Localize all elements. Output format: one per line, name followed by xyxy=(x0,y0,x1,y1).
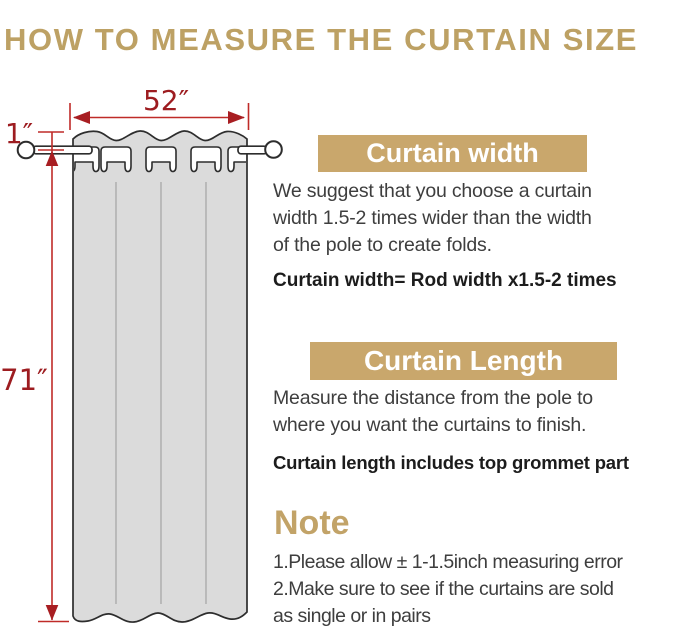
curtain-width-description: We suggest that you choose a curtain wid… xyxy=(273,178,592,259)
note-line: 2.Make sure to see if the curtains are s… xyxy=(273,578,614,600)
arrow-down xyxy=(45,605,59,621)
arrow-left xyxy=(73,111,90,124)
note-list: 1.Please allow ± 1-1.5inch measuring err… xyxy=(273,549,623,630)
curtain-width-heading-label: Curtain width xyxy=(366,138,539,168)
text-line: Measure the distance from the pole to xyxy=(273,387,593,409)
curtain-length-heading-label: Curtain Length xyxy=(363,345,564,376)
width-dim-label: 52″ xyxy=(143,84,189,117)
curtain-rod xyxy=(16,140,283,160)
length-dim-label: 71″ xyxy=(0,363,48,397)
curtain-length-description: Measure the distance from the pole to wh… xyxy=(273,385,593,439)
rod-finial-left xyxy=(16,140,36,160)
curtain-measure-diagram: 52″ 1″ 71″ xyxy=(0,84,283,623)
text-line: We suggest that you choose a curtain xyxy=(273,180,592,202)
text-line: of the pole to create folds. xyxy=(273,234,492,256)
page-title: HOW TO MEASURE THE CURTAIN SIZE xyxy=(4,21,639,57)
note-heading: Note xyxy=(274,504,350,542)
curtain-length-formula: Curtain length includes top grommet part xyxy=(273,452,629,473)
rod-finial-right xyxy=(264,140,283,159)
gap-dim-label: 1″ xyxy=(5,117,33,150)
dimension-arrowheads xyxy=(45,111,245,621)
text-line: width 1.5-2 times wider than the width xyxy=(273,207,592,229)
curtain-panel xyxy=(16,130,283,623)
note-line: as single or in pairs xyxy=(273,605,431,627)
arrow-up xyxy=(45,150,59,166)
arrow-right xyxy=(228,111,245,124)
text-line: where you want the curtains to finish. xyxy=(273,414,587,436)
note-line: 1.Please allow ± 1-1.5inch measuring err… xyxy=(273,551,623,573)
curtain-width-heading: Curtain width xyxy=(318,135,587,172)
curtain-fold-lines xyxy=(115,182,207,604)
dimension-marks: 52″ 1″ 71″ xyxy=(0,84,250,623)
curtain-width-formula: Curtain width= Rod width x1.5-2 times xyxy=(273,270,617,291)
curtain-length-heading: Curtain Length xyxy=(310,342,617,380)
grommet-openings xyxy=(74,146,246,173)
rod-bar-right xyxy=(237,145,268,155)
